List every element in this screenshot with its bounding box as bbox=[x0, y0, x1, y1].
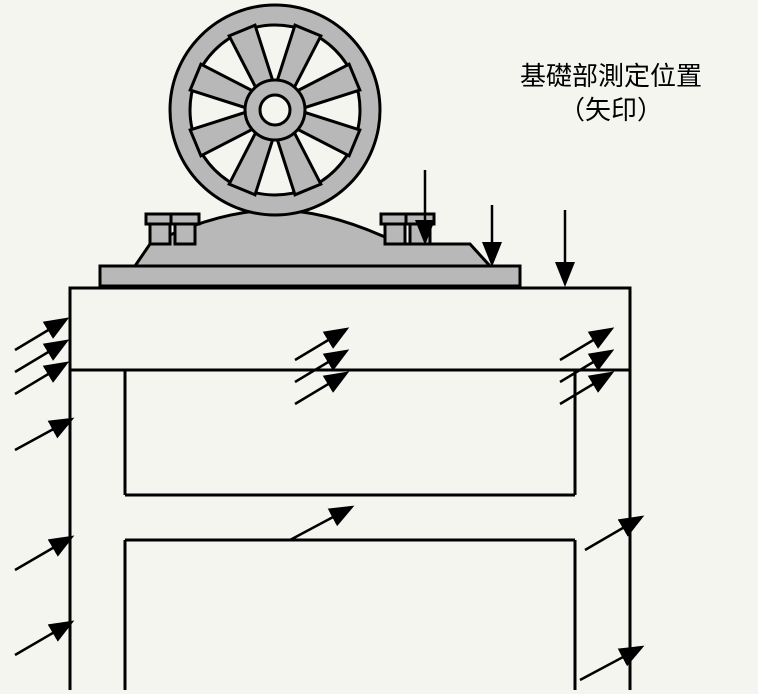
diag-arrows bbox=[15, 320, 640, 680]
annotation-line1: 基礎部測定位置 bbox=[520, 62, 702, 91]
annotation-label: 基礎部測定位置 （矢印） bbox=[520, 60, 702, 128]
annotation-line2: （矢印） bbox=[559, 96, 663, 125]
foundation bbox=[70, 288, 630, 690]
diagram-canvas: 基礎部測定位置 （矢印） bbox=[0, 0, 758, 694]
wheel bbox=[170, 5, 380, 215]
mounting-base bbox=[100, 210, 520, 286]
